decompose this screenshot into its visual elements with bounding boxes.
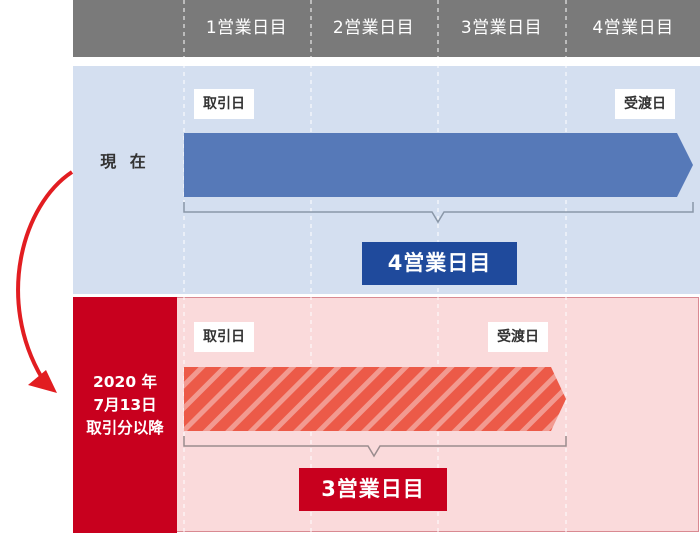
current-label: 現 在 — [100, 152, 150, 171]
header-day-4: 4営業日目 — [592, 18, 674, 38]
header-day-1: 1営業日目 — [205, 18, 288, 38]
new-rule-label-year: 2020 年 — [92, 373, 158, 391]
new-rule-label: 2020 年 7月13日 取引分以降 — [73, 371, 177, 440]
new-brace — [183, 436, 567, 458]
current-result-badge: 4営業日目 — [362, 242, 517, 285]
header-day-2: 2営業日目 — [332, 18, 415, 38]
new-delivery-date-tag: 受渡日 — [488, 322, 548, 352]
new-rule-label-condition: 取引分以降 — [86, 419, 164, 437]
current-trade-date-tag: 取引日 — [194, 89, 254, 119]
column-dividers — [183, 0, 567, 537]
new-result-badge: 3営業日目 — [299, 468, 447, 511]
new-settlement-bar — [184, 367, 566, 431]
header-day-3: 3営業日目 — [460, 18, 543, 38]
transition-arrow-head — [28, 370, 57, 393]
current-settlement-bar — [184, 133, 693, 197]
new-rule-label-date: 7月13日 — [93, 396, 157, 414]
transition-arrow-curve — [16, 170, 74, 380]
current-brace — [183, 202, 694, 224]
new-rule-label-panel — [73, 297, 177, 533]
header-bar: 1営業日目 2営業日目 3営業日目 4営業日目 — [73, 0, 700, 57]
new-trade-date-tag: 取引日 — [194, 322, 254, 352]
current-delivery-date-tag: 受渡日 — [615, 89, 675, 119]
